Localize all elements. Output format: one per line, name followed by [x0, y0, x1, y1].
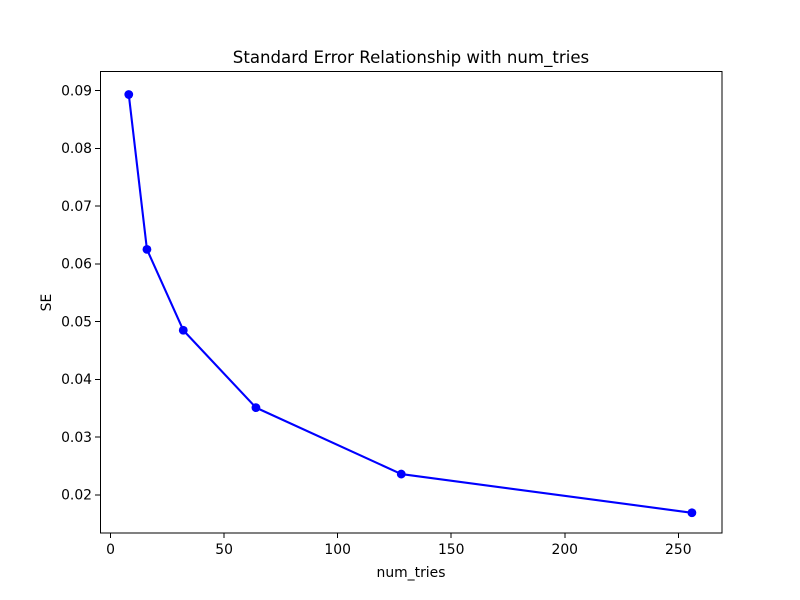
data-point [124, 90, 134, 99]
x-tick-label: 100 [324, 542, 351, 558]
x-axis-ticks: 0 50 100 150 200 250 [106, 533, 692, 558]
data-point [396, 469, 406, 479]
y-tick-label: 0.02 [61, 488, 92, 504]
plot-area [100, 72, 722, 533]
y-tick-label: 0.09 [61, 83, 92, 99]
chart-title: Standard Error Relationship with num_tri… [233, 48, 589, 68]
x-tick-label: 200 [551, 542, 578, 558]
x-axis-label: num_tries [377, 565, 446, 581]
data-point [142, 244, 152, 254]
x-tick-label: 150 [438, 542, 465, 558]
y-tick-label: 0.07 [61, 199, 92, 215]
x-tick-label: 50 [215, 542, 233, 558]
y-axis-ticks: 0.02 0.03 0.04 0.05 0.06 0.07 0.08 0.09 [61, 83, 100, 504]
data-point [687, 508, 697, 518]
y-tick-label: 0.03 [61, 430, 92, 446]
se-markers [124, 90, 697, 518]
x-tick-label: 0 [106, 542, 115, 558]
axes-spines [100, 71, 723, 534]
se-line [127, 93, 693, 514]
y-tick-label: 0.05 [61, 314, 92, 330]
y-tick-label: 0.08 [61, 141, 92, 157]
y-axis-label: SE [39, 294, 55, 312]
se-series [124, 90, 697, 518]
y-tick-label: 0.04 [61, 372, 92, 388]
data-point [178, 325, 188, 335]
data-point [251, 403, 261, 413]
y-tick-label: 0.06 [61, 257, 92, 273]
x-tick-label: 250 [665, 542, 692, 558]
